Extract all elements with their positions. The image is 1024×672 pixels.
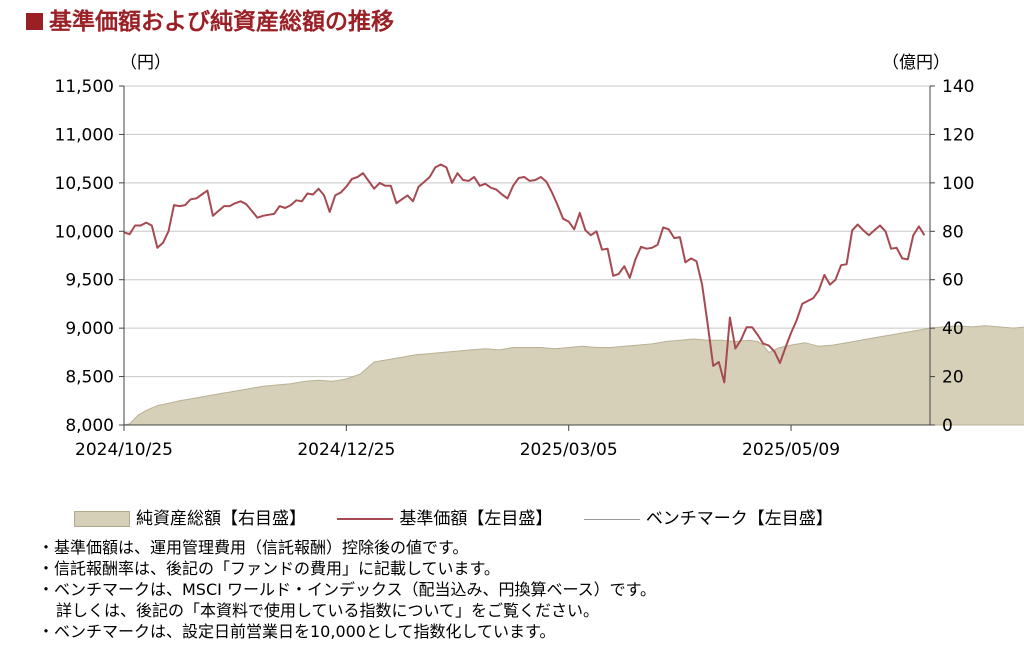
chart-title: 基準価額および純資産総額の推移 [26,2,394,36]
legend-item-price: 基準価額【左目盛】 [337,504,552,529]
right-tick-label: 120 [942,125,974,145]
right-tick-label: 0 [942,416,953,436]
left-tick-label: 8,000 [65,416,114,436]
x-tick-label: 2024/12/25 [297,440,395,460]
x-tick-label: 2024/10/25 [75,440,173,460]
left-tick-label: 10,500 [55,174,114,194]
left-tick-label: 10,000 [55,222,114,242]
right-tick-label: 40 [942,319,964,339]
right-tick-label: 60 [942,271,964,291]
left-tick-label: 11,500 [55,77,114,97]
note-line: ・ベンチマークは、MSCI ワールド・インデックス（配当込み、円換算ベース）です… [38,580,657,599]
series-lines-layer [123,163,926,384]
left-axis-unit: （円） [120,53,171,73]
right-tick-label: 100 [942,174,974,194]
chart-title-text: 基準価額および純資産総額の推移 [49,9,394,35]
legend-item-nav: 純資産総額【右目盛】 [74,504,306,529]
x-tick-label: 2025/03/05 [520,440,618,460]
legend-label-nav: 純資産総額【右目盛】 [136,509,306,529]
legend-swatch-price [337,518,394,520]
right-axis-unit: （億円） [882,53,950,73]
right-tick-label: 20 [942,368,964,388]
left-tick-label: 9,000 [65,319,114,339]
nav-area-layer [123,325,1024,426]
legend-label-price: 基準価額【左目盛】 [399,509,553,529]
note-line: ・基準価額は、運用管理費用（信託報酬）控除後の値です。 [38,538,469,557]
right-tick-label: 80 [942,222,964,242]
x-tick-label: 2025/05/09 [742,440,840,460]
price-line [123,163,926,384]
note-line: ・信託報酬率は、後記の「ファンドの費用」に記載しています。 [38,559,500,578]
nav-area [123,325,1024,426]
legend-item-benchmark: ベンチマーク【左目盛】 [583,504,833,529]
tick-labels-layer: 8,000 0 8,500 20 9,000 40 9,500 60 10,000 80 10,50… [55,53,975,460]
title-square-icon [26,13,43,30]
grid-lines [124,85,930,378]
left-tick-label: 11,000 [55,125,114,145]
left-tick-label: 8,500 [65,368,114,388]
legend-swatch-area [74,511,130,527]
right-tick-label: 140 [942,77,974,97]
notes: ・基準価額は、運用管理費用（信託報酬）控除後の値です。 ・信託報酬率は、後記の「… [38,537,656,642]
legend: 純資産総額【右目盛】 基準価額【左目盛】 ベンチマーク【左目盛】 [74,504,859,529]
legend-label-benchmark: ベンチマーク【左目盛】 [645,509,833,529]
note-line: ・ベンチマークは、設定日前営業日を10,000として指数化しています。 [38,622,556,641]
axes-layer [119,85,935,431]
note-line: 詳しくは、後記の「本資料で使用している指数について」をご覧ください。 [56,601,600,620]
chart-svg: 8,000 0 8,500 20 9,000 40 9,500 60 10,000 80 10,50… [55,53,1024,460]
left-tick-label: 9,500 [65,271,114,291]
legend-swatch-benchmark [583,518,640,520]
